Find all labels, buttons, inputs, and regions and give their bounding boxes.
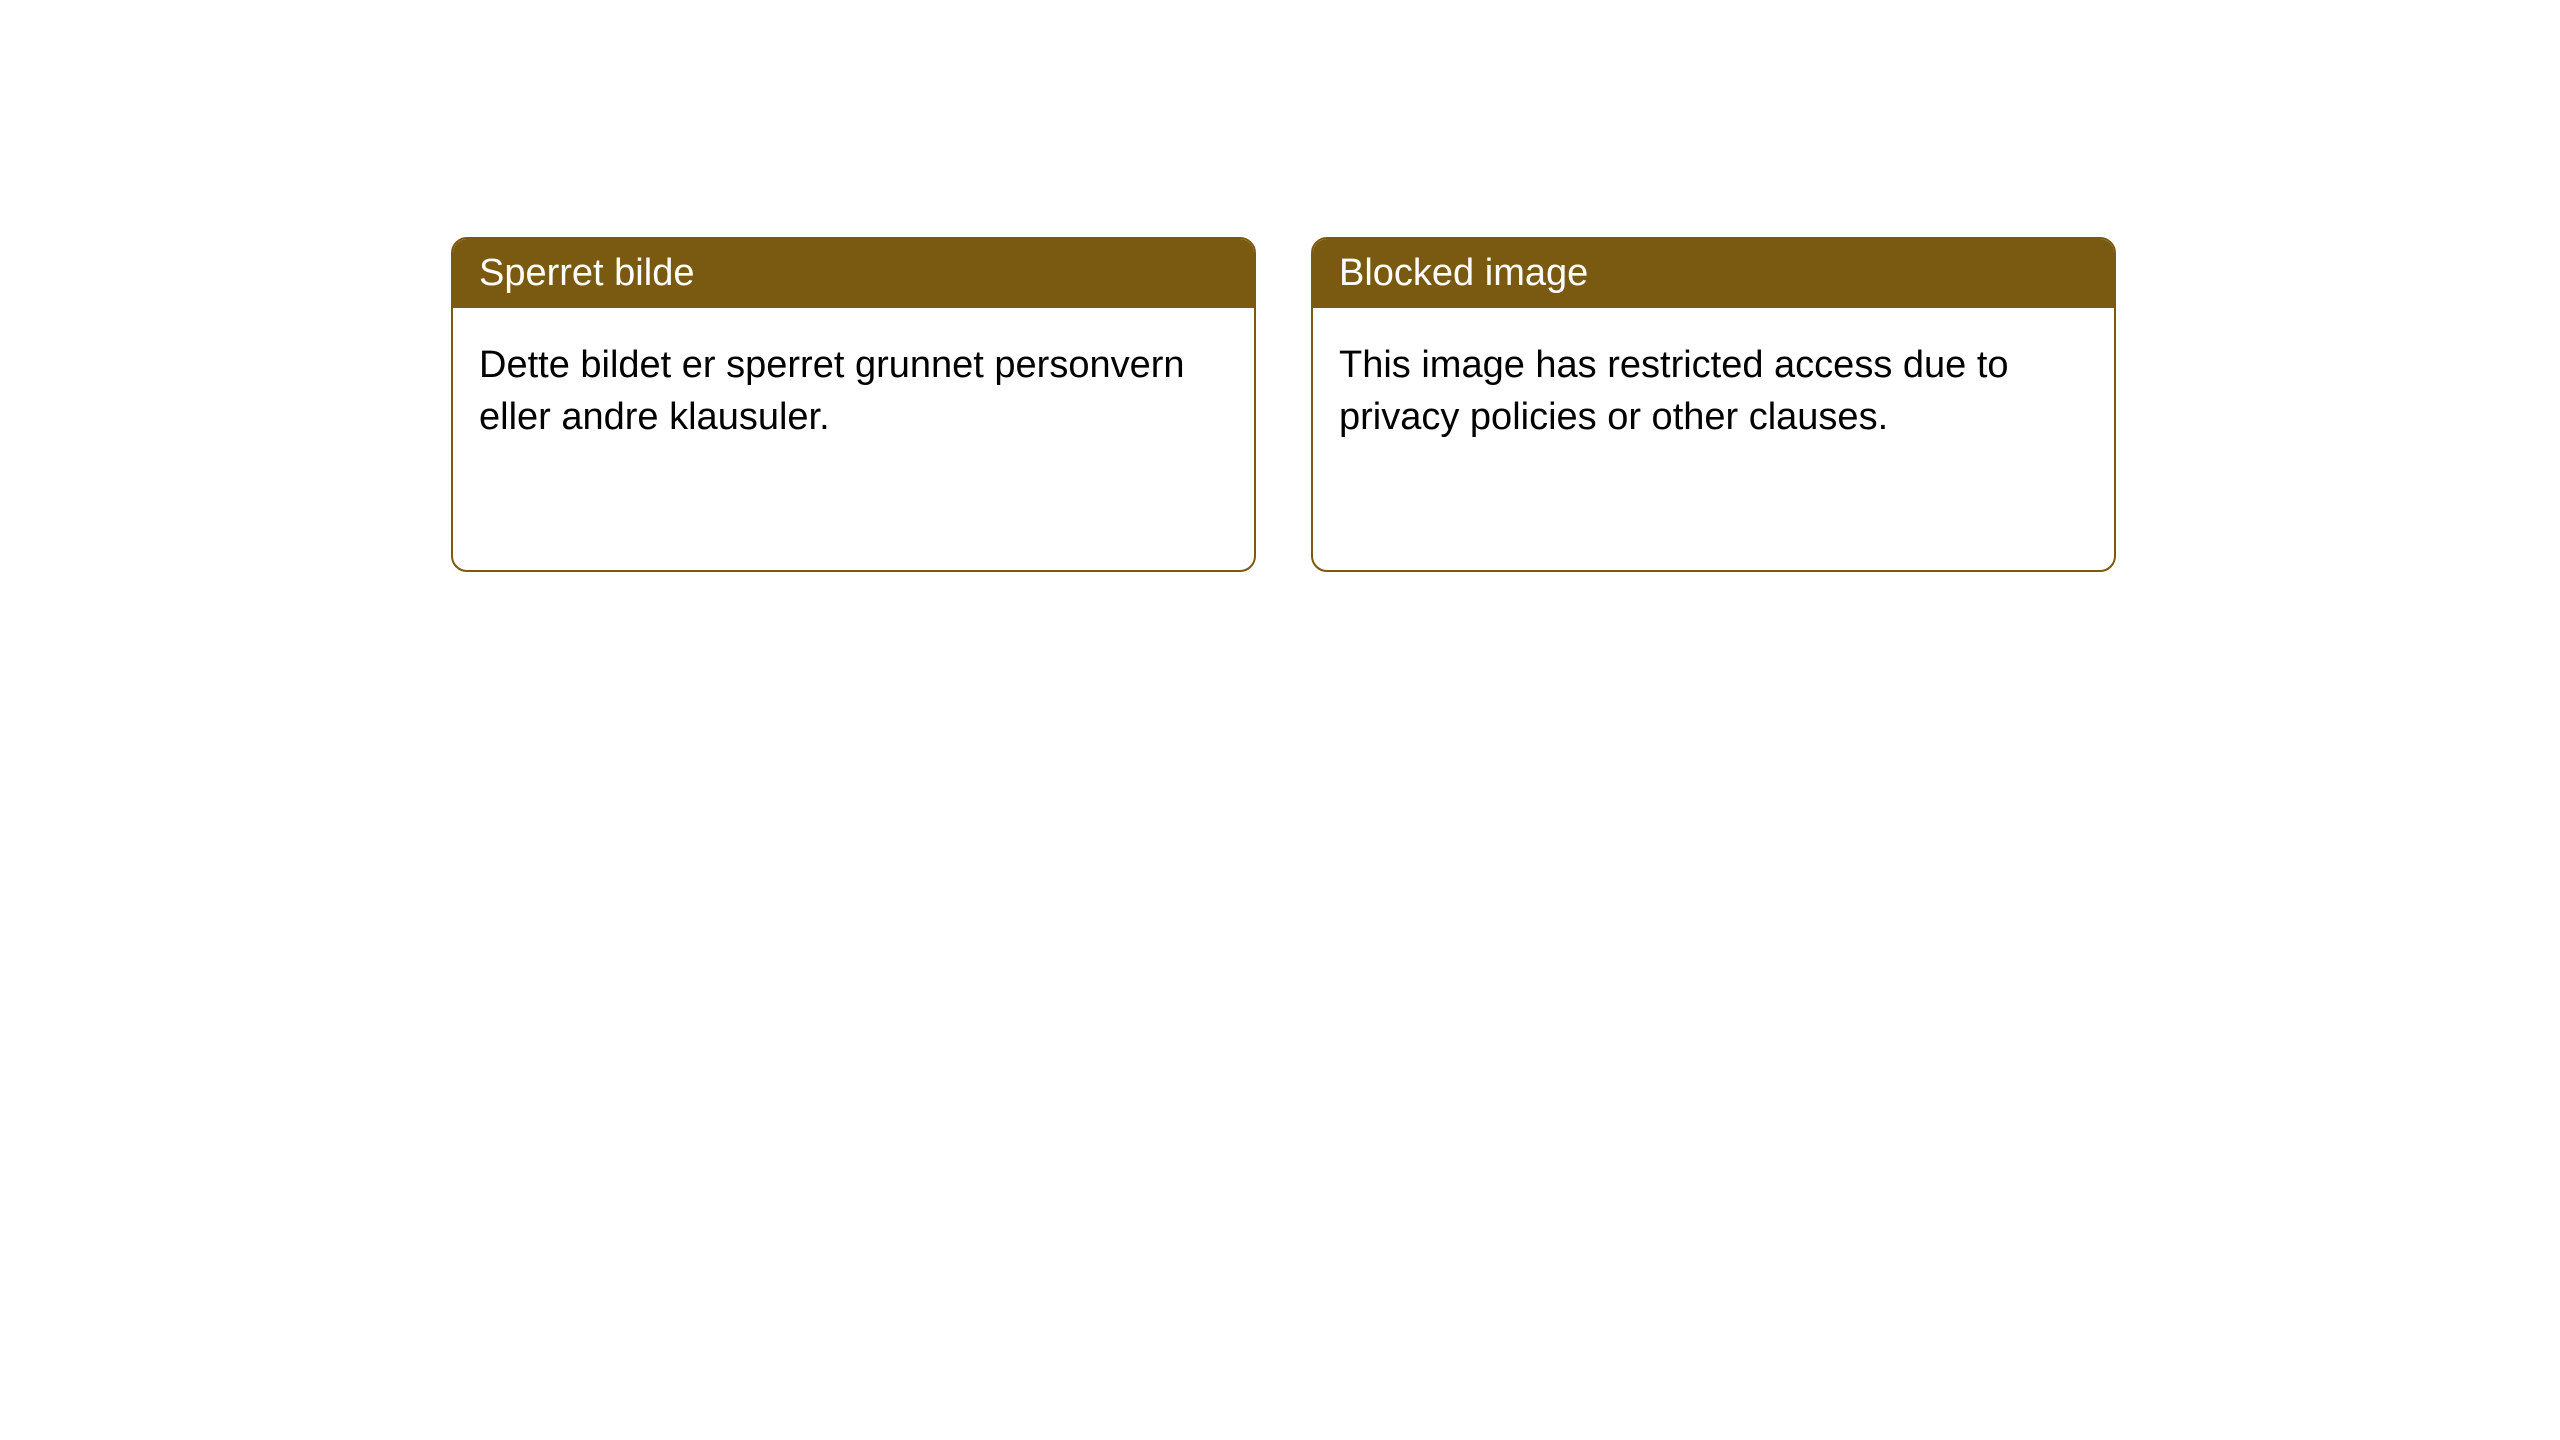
- notice-cards-container: Sperret bilde Dette bildet er sperret gr…: [451, 237, 2116, 572]
- card-header: Sperret bilde: [453, 239, 1254, 308]
- card-message: This image has restricted access due to …: [1339, 344, 2009, 437]
- notice-card-norwegian: Sperret bilde Dette bildet er sperret gr…: [451, 237, 1256, 572]
- card-body: This image has restricted access due to …: [1313, 308, 2114, 475]
- card-header: Blocked image: [1313, 239, 2114, 308]
- card-message: Dette bildet er sperret grunnet personve…: [479, 344, 1185, 437]
- card-title: Sperret bilde: [479, 252, 694, 294]
- card-body: Dette bildet er sperret grunnet personve…: [453, 308, 1254, 475]
- notice-card-english: Blocked image This image has restricted …: [1311, 237, 2116, 572]
- card-title: Blocked image: [1339, 252, 1588, 294]
